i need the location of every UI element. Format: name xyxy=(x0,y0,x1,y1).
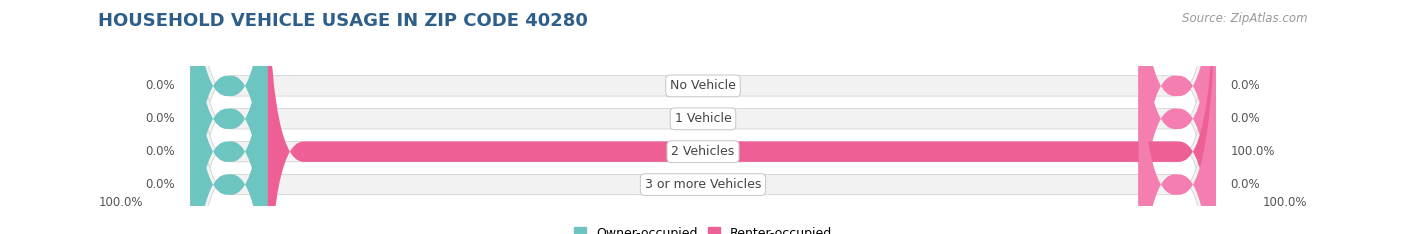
Text: Source: ZipAtlas.com: Source: ZipAtlas.com xyxy=(1182,12,1308,25)
Text: 100.0%: 100.0% xyxy=(1263,196,1308,209)
Text: No Vehicle: No Vehicle xyxy=(671,79,735,92)
FancyBboxPatch shape xyxy=(1139,0,1215,234)
FancyBboxPatch shape xyxy=(191,0,1215,234)
Text: 1 Vehicle: 1 Vehicle xyxy=(675,112,731,125)
Text: 100.0%: 100.0% xyxy=(1230,145,1275,158)
FancyBboxPatch shape xyxy=(1139,0,1215,234)
Text: 0.0%: 0.0% xyxy=(146,178,176,191)
FancyBboxPatch shape xyxy=(191,0,267,234)
FancyBboxPatch shape xyxy=(191,0,267,234)
FancyBboxPatch shape xyxy=(191,0,1215,234)
Text: 3 or more Vehicles: 3 or more Vehicles xyxy=(645,178,761,191)
Text: 0.0%: 0.0% xyxy=(146,79,176,92)
FancyBboxPatch shape xyxy=(191,0,1215,234)
Text: 0.0%: 0.0% xyxy=(1230,178,1260,191)
FancyBboxPatch shape xyxy=(191,0,267,234)
Text: 0.0%: 0.0% xyxy=(146,112,176,125)
FancyBboxPatch shape xyxy=(267,0,1215,234)
Text: 0.0%: 0.0% xyxy=(1230,79,1260,92)
Text: 100.0%: 100.0% xyxy=(98,196,143,209)
FancyBboxPatch shape xyxy=(191,0,1215,234)
Text: 2 Vehicles: 2 Vehicles xyxy=(672,145,734,158)
FancyBboxPatch shape xyxy=(1139,0,1215,234)
Legend: Owner-occupied, Renter-occupied: Owner-occupied, Renter-occupied xyxy=(568,222,838,234)
Text: HOUSEHOLD VEHICLE USAGE IN ZIP CODE 40280: HOUSEHOLD VEHICLE USAGE IN ZIP CODE 4028… xyxy=(98,12,588,30)
FancyBboxPatch shape xyxy=(191,0,267,234)
Text: 0.0%: 0.0% xyxy=(1230,112,1260,125)
Text: 0.0%: 0.0% xyxy=(146,145,176,158)
